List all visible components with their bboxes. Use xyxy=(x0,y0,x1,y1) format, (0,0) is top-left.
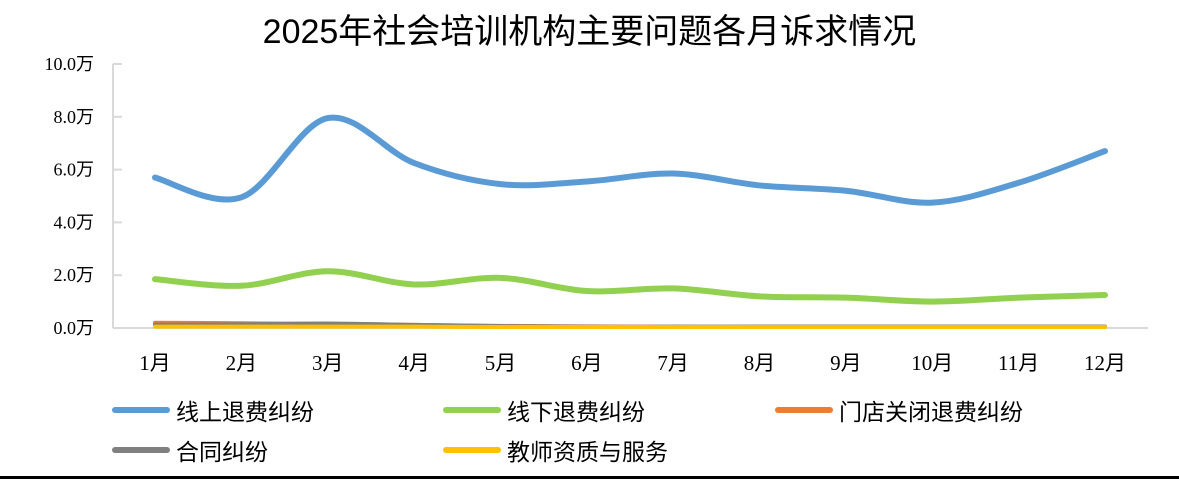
x-tick-label: 6月 xyxy=(571,351,603,375)
x-tick-label: 1月 xyxy=(139,351,171,375)
legend-label: 教师资质与服务 xyxy=(507,440,668,466)
x-tick-label: 5月 xyxy=(485,351,517,375)
legend-item-teacher-qualification: 教师资质与服务 xyxy=(443,435,668,466)
legend-swatch xyxy=(112,447,170,453)
x-tick-label: 3月 xyxy=(312,351,344,375)
legend-swatch xyxy=(443,407,501,413)
chart-title: 2025年社会培训机构主要问题各月诉求情况 xyxy=(262,13,917,51)
x-tick-label: 12月 xyxy=(1084,351,1126,375)
y-tick-label: 4.0万 xyxy=(54,212,95,232)
x-tick-label: 10月 xyxy=(911,351,953,375)
y-tick-label: 2.0万 xyxy=(54,265,95,285)
legend-label: 线下退费纠纷 xyxy=(507,400,645,426)
legend-label: 线上退费纠纷 xyxy=(176,400,314,426)
legend-item-store-closure-refund: 门店关闭退费纠纷 xyxy=(775,395,1023,426)
legend-item-offline-refund: 线下退费纠纷 xyxy=(443,395,645,426)
y-tick-label: 8.0万 xyxy=(54,107,95,127)
legend-item-online-refund: 线上退费纠纷 xyxy=(112,395,314,426)
x-tick-label: 4月 xyxy=(398,351,430,375)
y-tick-label: 0.0万 xyxy=(54,318,95,338)
x-tick-label: 8月 xyxy=(744,351,776,375)
series-line-offline-refund xyxy=(152,268,1108,305)
legend-swatch xyxy=(775,407,833,413)
legend-swatch xyxy=(443,447,501,453)
y-tick-label: 6.0万 xyxy=(54,160,95,180)
legend-item-contract-dispute: 合同纠纷 xyxy=(112,435,268,466)
line-chart: 0.0万 2.0万 4.0万 6.0万 8.0万 10.0万 1月 2月 3月 4月 5月 6月 7月 8… xyxy=(45,54,1148,375)
legend-label: 合同纠纷 xyxy=(176,440,268,466)
x-tick-label: 9月 xyxy=(830,351,862,375)
x-tick-label: 7月 xyxy=(657,351,689,375)
bottom-border xyxy=(0,476,1179,479)
legend-label: 门店关闭退费纠纷 xyxy=(839,400,1023,426)
x-tick-label: 11月 xyxy=(998,351,1039,375)
series-lines xyxy=(152,114,1108,329)
y-tick-label: 10.0万 xyxy=(45,54,95,74)
legend-swatch xyxy=(112,407,170,413)
x-tick-label: 2月 xyxy=(226,351,258,375)
series-line-online-refund xyxy=(152,114,1108,206)
